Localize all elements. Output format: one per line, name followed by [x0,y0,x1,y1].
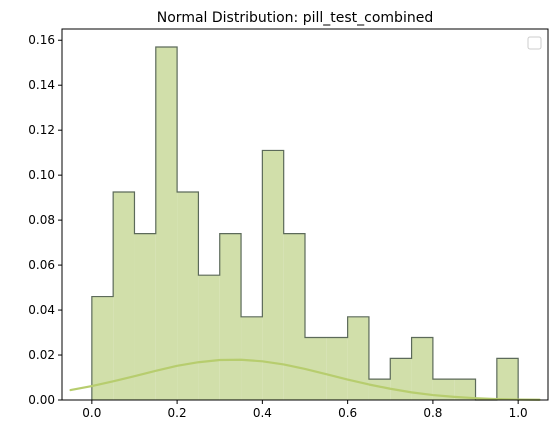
legend-box [527,36,542,50]
histogram-bar [198,275,220,400]
histogram-bar [177,192,199,400]
histogram-bar [262,150,284,400]
histogram-bars [91,46,519,401]
chart-title: Normal Distribution: pill_test_combined [157,10,433,26]
y-tick-label: 0.00 [28,393,55,407]
x-tick-label: 0.4 [253,406,272,420]
histogram-bar [113,192,135,400]
histogram-bar [91,296,114,400]
histogram-bar [390,358,412,400]
y-axis: 0.00 0.02 0.04 0.06 0.08 0.10 0.12 0.14 0.16 [28,33,62,407]
y-tick-label: 0.02 [28,348,55,362]
y-tick-label: 0.12 [28,123,55,137]
histogram-bar [496,358,519,400]
y-tick-label: 0.10 [28,168,55,182]
legend [527,36,542,50]
histogram-bar [283,233,305,400]
y-tick-label: 0.06 [28,258,55,272]
histogram-bar [411,337,433,400]
histogram-bar [305,337,327,400]
x-tick-label: 0.6 [338,406,357,420]
histogram-bar [347,316,369,400]
histogram-bar [219,233,242,400]
x-tick-label: 0.2 [168,406,187,420]
x-tick-label: 0.0 [82,406,101,420]
x-tick-label: 1.0 [509,406,528,420]
normal-curve [69,358,541,401]
y-tick-label: 0.14 [28,78,55,92]
x-axis: 0.0 0.2 0.4 0.6 0.8 1.0 [82,400,528,420]
y-tick-label: 0.04 [28,303,55,317]
normal-curve-layer [69,358,541,401]
histogram-outline [91,46,519,401]
histogram-bar [134,233,156,400]
y-tick-label: 0.16 [28,33,55,47]
y-tick-label: 0.08 [28,213,55,227]
histogram-bar [241,316,263,400]
histogram-bar [454,379,476,400]
histogram-bar [155,46,178,400]
plot-area-frame [61,28,549,401]
x-tick-label: 0.8 [423,406,442,420]
histogram-bar [326,337,348,400]
histogram-bar [368,379,391,400]
